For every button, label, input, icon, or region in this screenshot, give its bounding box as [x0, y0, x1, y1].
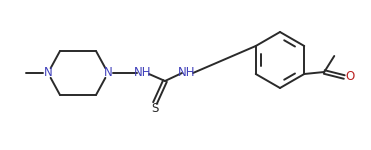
Text: NH: NH — [178, 66, 196, 80]
Text: O: O — [346, 70, 355, 84]
Text: S: S — [151, 102, 159, 116]
Text: NH: NH — [134, 66, 152, 80]
Text: N: N — [44, 66, 52, 80]
Text: N: N — [104, 66, 112, 80]
